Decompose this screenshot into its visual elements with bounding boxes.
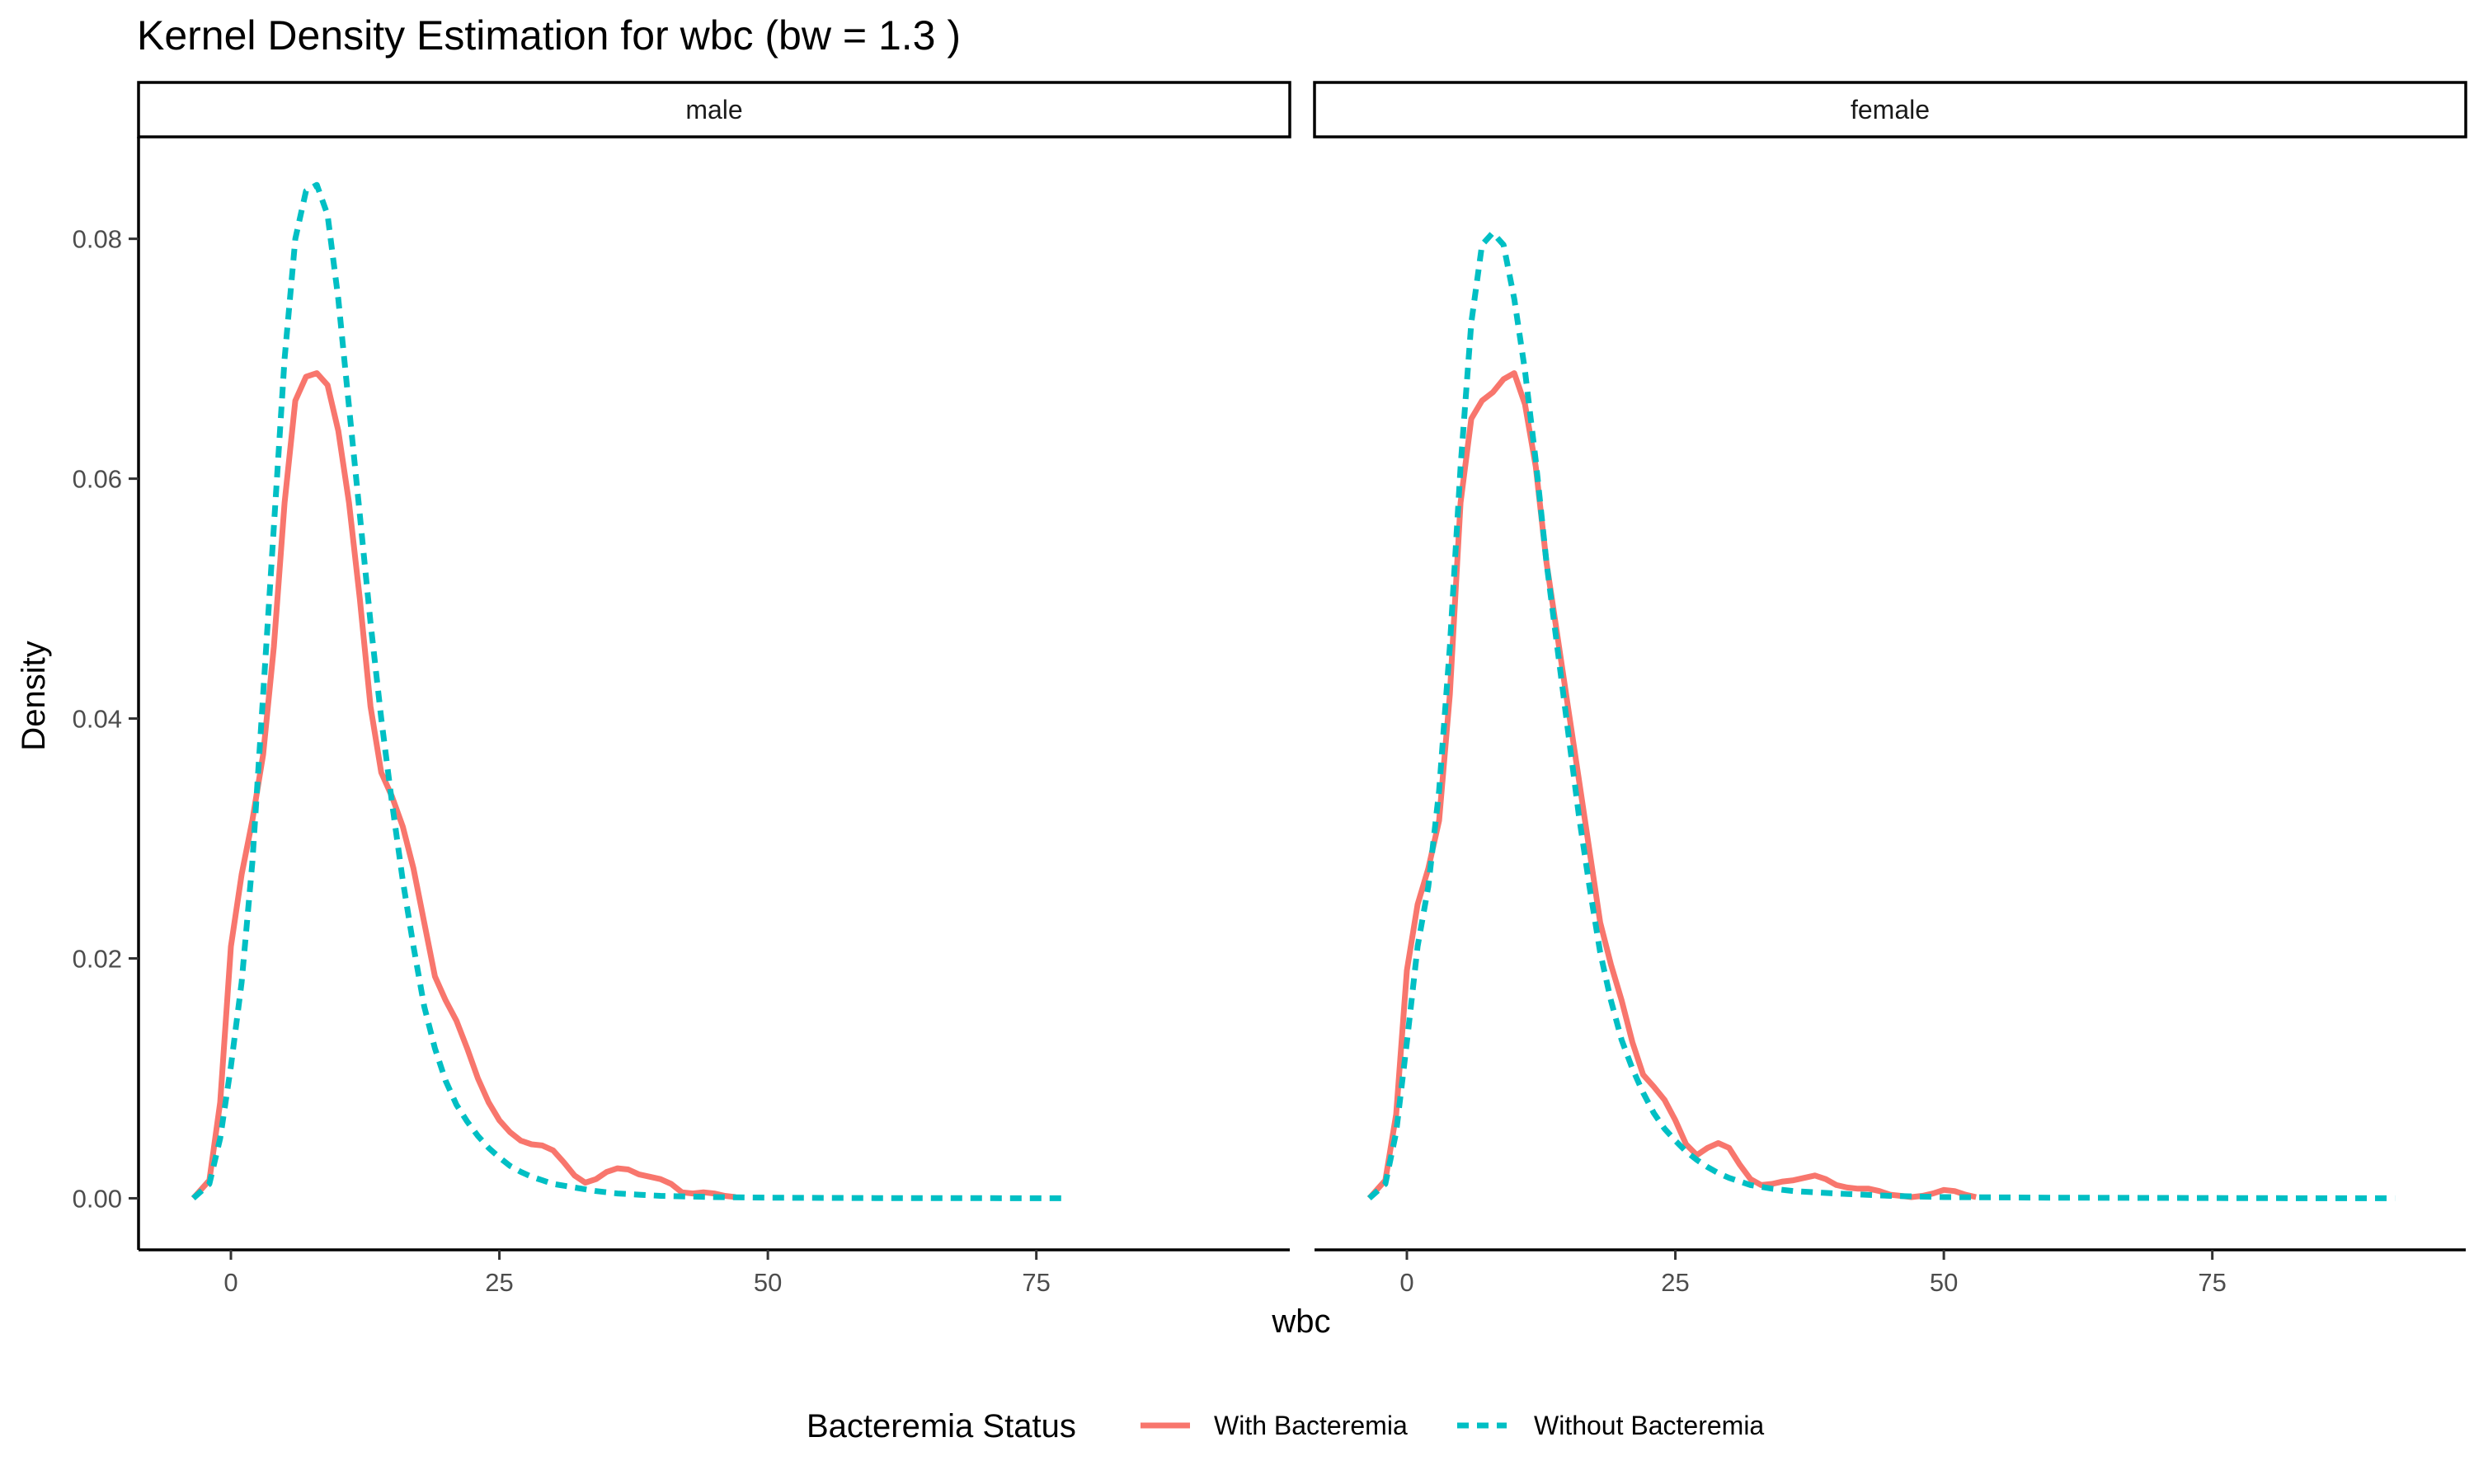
panel-female: female 0 25 50 75 [1313,81,2467,1297]
x-tick-label: 0 [1399,1268,1413,1297]
strip-male [137,81,1291,139]
y-tick-label: 0.02 [73,944,122,973]
legend: Bacteremia Status With Bacteremia Withou… [807,1408,1764,1444]
plot-area-female: 0 25 50 75 [1315,229,2466,1297]
x-tick-label: 75 [2198,1268,2226,1297]
x-tick-label: 50 [754,1268,782,1297]
strip-label-male: male [685,95,742,124]
plot-area-male: 0 25 50 75 [139,181,1290,1297]
x-tick-label: 0 [223,1268,238,1297]
y-tick-label: 0.00 [73,1184,122,1213]
legend-label-with-bacteremia: With Bacteremia [1214,1411,1408,1440]
x-tick-label: 25 [485,1268,513,1297]
x-axis-title: wbc [1271,1303,1330,1340]
y-tick-label: 0.08 [73,225,122,254]
density-line-with-bacteremia-female [1366,370,1977,1200]
density-line-without-bacteremia-male [191,181,1064,1201]
strip-female [1313,81,2467,139]
density-line-without-bacteremia-female [1367,229,2396,1201]
y-tick-label: 0.06 [73,465,122,494]
y-tick-label: 0.04 [73,705,122,734]
x-tick-label: 75 [1022,1268,1050,1297]
y-axis: 0.00 0.02 0.04 0.06 0.08 [73,137,140,1250]
chart-title: Kernel Density Estimation for wbc (bw = … [137,12,961,59]
legend-title: Bacteremia Status [807,1408,1076,1444]
y-axis-title: Density [16,641,52,750]
x-tick-label: 50 [1930,1268,1958,1297]
panel-male: male 0 25 50 75 [137,81,1291,1297]
density-line-with-bacteremia-male [190,370,736,1200]
strip-label-female: female [1851,95,1930,124]
legend-label-without-bacteremia: Without Bacteremia [1534,1411,1764,1440]
x-tick-label: 25 [1661,1268,1689,1297]
